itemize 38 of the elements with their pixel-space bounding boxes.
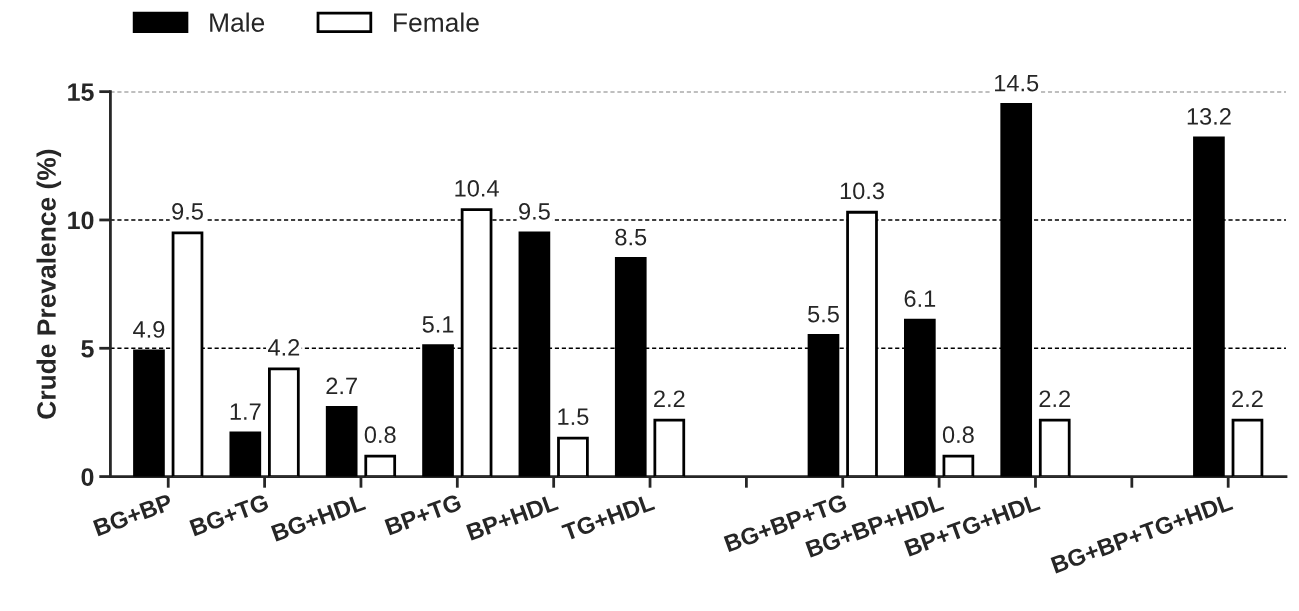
data-label: 0.8 [364, 426, 396, 444]
y-tick-label: 15 [68, 83, 94, 101]
data-label: 5.5 [808, 305, 839, 323]
legend-label: Male [210, 12, 265, 32]
data-label: 13.2 [1187, 108, 1231, 125]
bar [557, 436, 589, 477]
legend-label: Female [394, 12, 479, 32]
data-label: 8.5 [615, 228, 647, 246]
bar [653, 418, 686, 477]
x-tick-label: BP+TG [384, 493, 462, 536]
data-label: 2.2 [1232, 390, 1263, 407]
data-label: 0.8 [942, 426, 974, 444]
data-label: 2.2 [654, 390, 685, 407]
y-tick-label: 0 [81, 468, 94, 486]
data-label: 1.5 [558, 408, 589, 426]
bar [364, 454, 397, 477]
data-label: 2.7 [326, 377, 357, 395]
bar [1231, 418, 1264, 477]
bar [1038, 418, 1071, 477]
bar [325, 405, 358, 477]
bar [268, 367, 300, 477]
bar [846, 210, 878, 477]
data-label: 10.4 [455, 179, 499, 197]
y-axis-title: Crude Prevalence (%) [36, 149, 62, 419]
y-tick-label: 5 [81, 340, 94, 358]
data-label: 10.3 [840, 182, 884, 200]
data-label: 6.1 [904, 290, 936, 308]
bar [229, 431, 262, 477]
data-label: 4.9 [133, 321, 165, 338]
data-label: 9.5 [519, 203, 550, 220]
data-label: 9.5 [172, 203, 203, 220]
data-label: 2.2 [1039, 390, 1070, 407]
data-label: 5.1 [422, 316, 454, 333]
bar [942, 454, 975, 477]
data-label: 1.7 [230, 403, 261, 420]
data-label: 4.2 [268, 339, 300, 356]
y-tick-label: 10 [68, 211, 94, 230]
data-label: 14.5 [995, 75, 1039, 92]
